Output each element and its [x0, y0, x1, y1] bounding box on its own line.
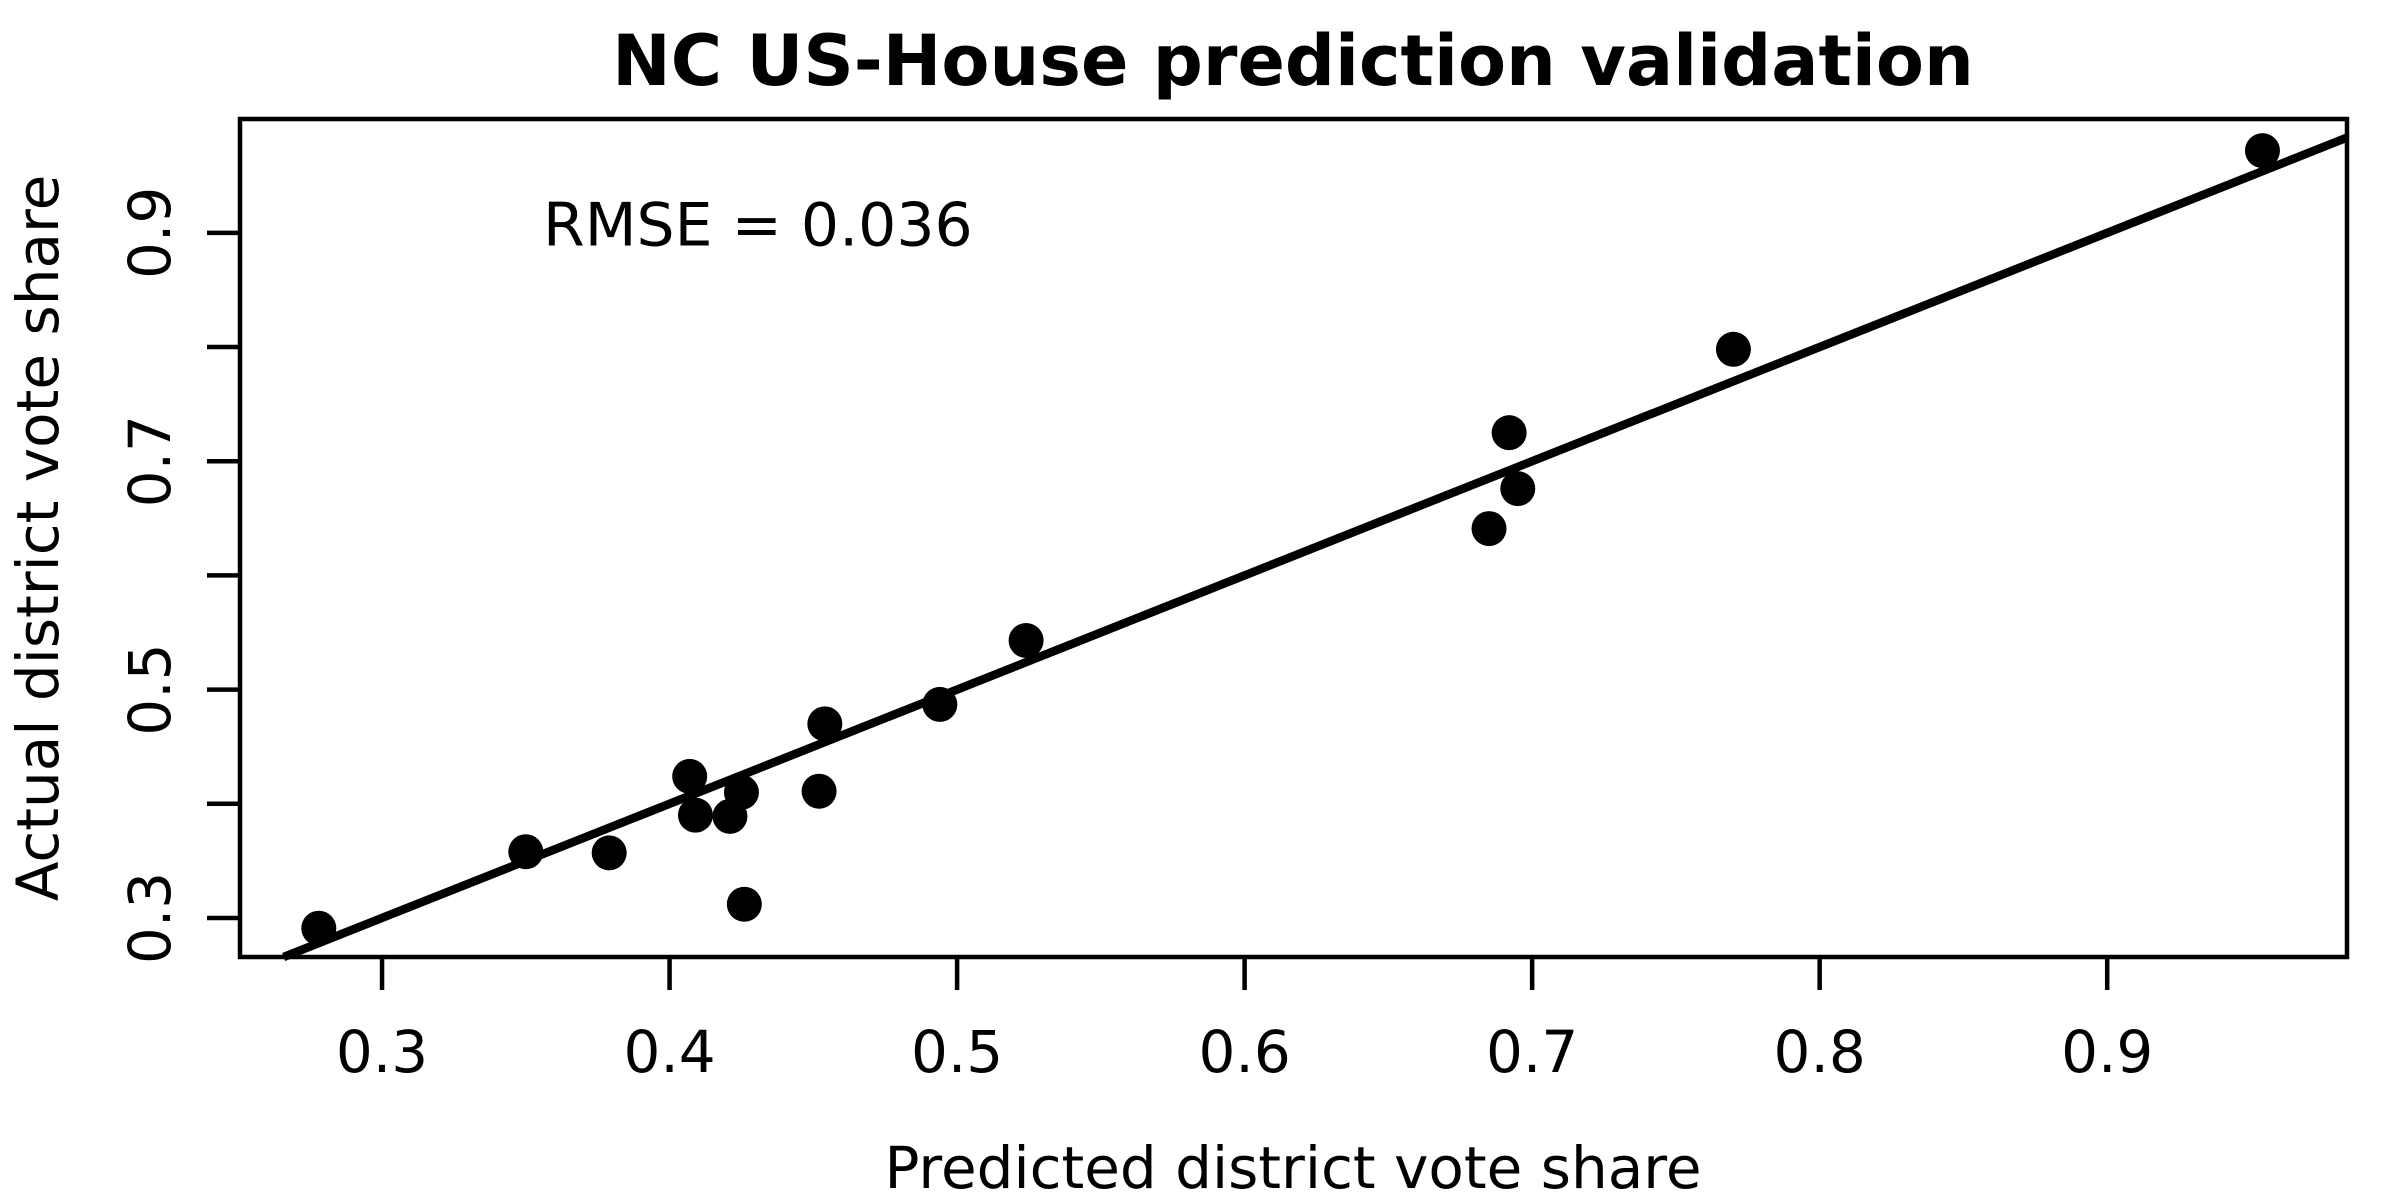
data-point [807, 706, 843, 742]
x-tick-label: 0.4 [623, 1018, 715, 1086]
y-tick-label: 0.7 [116, 415, 184, 507]
data-point [801, 773, 837, 809]
y-tick-label: 0.5 [116, 643, 184, 735]
data-point [1500, 471, 1536, 507]
data-point [1008, 622, 1044, 658]
rmse-annotation: RMSE = 0.036 [543, 190, 973, 260]
x-tick-label: 0.6 [1198, 1018, 1290, 1086]
x-tick-label: 0.5 [911, 1018, 1003, 1086]
y-axis-ticks: 0.3 0.5 0.7 0.9 [116, 187, 240, 964]
y-tick-label: 0.3 [116, 872, 184, 964]
data-point [723, 774, 759, 810]
x-tick-label: 0.7 [1486, 1018, 1578, 1086]
y-tick-label: 0.9 [116, 187, 184, 279]
identity-line-group [282, 133, 2349, 961]
x-tick-label: 0.3 [336, 1018, 428, 1086]
x-axis-label: Predicted district vote share [884, 1134, 1701, 1200]
data-point [677, 797, 713, 833]
x-tick-label: 0.9 [2061, 1018, 2153, 1086]
data-point [922, 686, 958, 722]
identity-line [282, 133, 2349, 961]
x-axis-ticks: 0.3 0.4 0.5 0.6 0.7 0.8 0.9 [336, 957, 2153, 1086]
plot-border [237, 116, 2350, 960]
data-points-group [301, 133, 2280, 946]
data-point [1471, 511, 1507, 547]
y-axis-label: Actual district vote share [4, 175, 72, 902]
data-point [508, 834, 544, 870]
data-point [1715, 331, 1751, 367]
data-point [2244, 133, 2280, 169]
data-point [591, 835, 627, 871]
page-title: NC US-House prediction validation [612, 20, 1974, 102]
data-point [672, 758, 708, 794]
data-point [301, 910, 337, 946]
data-point [1491, 415, 1527, 451]
x-tick-label: 0.8 [1774, 1018, 1866, 1086]
data-point [726, 886, 762, 922]
